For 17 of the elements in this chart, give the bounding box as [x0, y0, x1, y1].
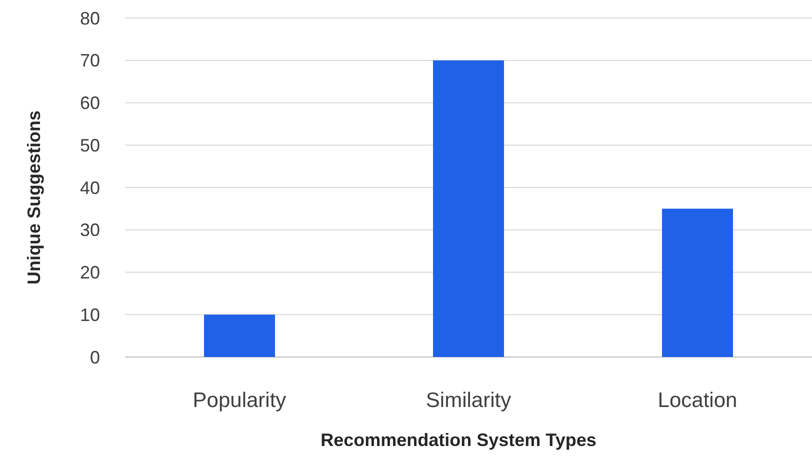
x-tick-label: Similarity: [426, 389, 512, 412]
y-tick-label: 70: [80, 50, 100, 71]
x-tick-label: Popularity: [192, 389, 287, 412]
y-tick-label: 10: [80, 304, 100, 325]
bar: [204, 314, 275, 357]
bar: [662, 208, 733, 357]
bar: [433, 60, 504, 357]
y-tick-label: 0: [90, 347, 100, 368]
y-tick-label: 20: [80, 262, 100, 283]
y-tick-label: 80: [80, 8, 100, 28]
y-tick-label: 60: [80, 93, 100, 114]
y-tick-label: 40: [80, 178, 100, 198]
x-tick-label: Location: [658, 389, 738, 412]
y-axis-title: Unique Suggestions: [24, 110, 44, 285]
y-tick-label: 50: [80, 135, 100, 156]
y-tick-label: 30: [80, 220, 100, 240]
x-axis-title: Recommendation System Types: [320, 430, 596, 450]
